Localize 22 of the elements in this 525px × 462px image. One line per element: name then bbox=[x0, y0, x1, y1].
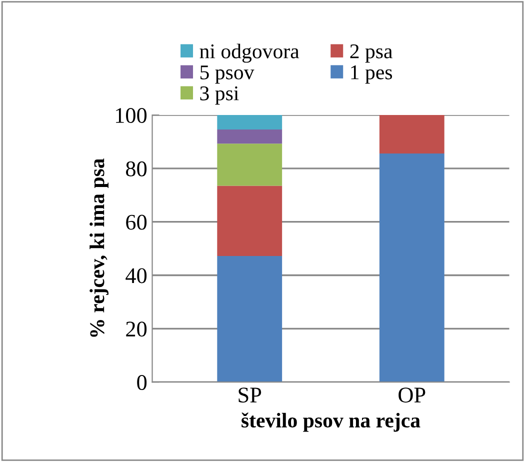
legend-label: 5 psov bbox=[200, 66, 254, 84]
y-tick-label: 40 bbox=[126, 268, 147, 284]
y-tick-label: 100 bbox=[116, 108, 147, 123]
bar bbox=[217, 186, 282, 256]
bar bbox=[217, 256, 282, 382]
y-tick-label: 60 bbox=[126, 214, 147, 230]
y-axis-title: % rejcev, ki ima psa bbox=[90, 158, 108, 337]
y-tick-label: 80 bbox=[126, 161, 147, 176]
x-tick-label: SP bbox=[238, 388, 262, 403]
y-tick-label: 0 bbox=[137, 375, 147, 390]
x-tick-label: OP bbox=[398, 388, 426, 403]
x-axis-title: število psov na rejca bbox=[242, 412, 420, 432]
legend-label: 2 psa bbox=[350, 44, 392, 63]
bar bbox=[217, 115, 282, 130]
bar bbox=[379, 153, 444, 382]
legend-label: 3 psi bbox=[200, 86, 239, 105]
bar bbox=[379, 115, 444, 154]
legend-label: ni odgovora bbox=[200, 44, 300, 63]
y-tick-label: 20 bbox=[126, 322, 147, 337]
legend-label: 1 pes bbox=[351, 65, 392, 84]
bar bbox=[217, 144, 282, 186]
bar bbox=[217, 129, 282, 144]
